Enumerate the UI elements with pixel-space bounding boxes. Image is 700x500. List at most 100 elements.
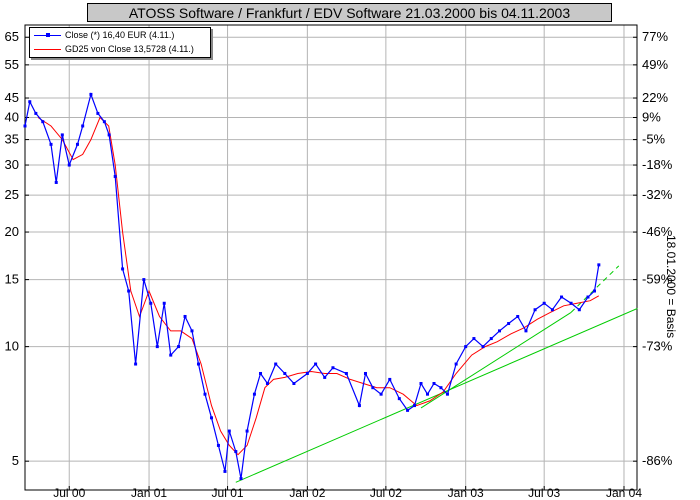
close-point <box>481 345 485 349</box>
close-point <box>134 362 138 366</box>
close-point <box>397 397 401 401</box>
close-point <box>245 429 249 433</box>
y-tick-label-left: 45 <box>5 90 19 105</box>
y-tick-label-right: -18% <box>642 157 673 172</box>
close-point <box>292 382 296 386</box>
close-point <box>227 429 231 433</box>
close-point <box>121 267 125 271</box>
close-point <box>210 416 214 420</box>
y-tick-label-left: 20 <box>5 224 19 239</box>
close-point <box>542 301 546 305</box>
close-point <box>489 337 493 341</box>
close-point <box>113 174 117 178</box>
y-tick-label-left: 10 <box>5 339 19 354</box>
close-point <box>323 375 327 379</box>
close-point <box>516 314 520 318</box>
close-point <box>524 329 528 333</box>
close-point <box>305 371 309 375</box>
y-tick-label-left: 40 <box>5 109 19 124</box>
close-point <box>177 345 181 349</box>
y-tick-label-right: -5% <box>642 132 666 147</box>
y-tick-label-left: 65 <box>5 29 19 44</box>
close-point <box>550 308 554 312</box>
legend-gd25-label: GD25 von Close 13,5728 (4.11.) <box>65 44 194 54</box>
close-point <box>23 124 27 128</box>
y-tick-label-right: 77% <box>642 29 668 44</box>
legend-close-label: Close (*) 16,40 EUR (4.11.) <box>65 30 175 40</box>
close-point <box>239 477 243 481</box>
close-point <box>314 362 318 366</box>
close-point <box>190 329 194 333</box>
close-point <box>412 404 416 408</box>
x-tick-label: Jul 02 <box>370 486 402 500</box>
close-point <box>41 120 45 124</box>
y-tick-label-right: -86% <box>642 453 673 468</box>
chart-title: ATOSS Software / Frankfurt / EDV Softwar… <box>87 3 612 22</box>
close-point <box>183 314 187 318</box>
y-tick-label-left: 5 <box>12 453 19 468</box>
y-tick-label-right: -59% <box>642 272 673 287</box>
close-point <box>533 308 537 312</box>
close-point <box>96 111 100 115</box>
close-point <box>274 362 278 366</box>
close-point <box>569 301 573 305</box>
close-point <box>127 289 131 293</box>
close-point <box>107 133 111 137</box>
close-point <box>439 386 443 390</box>
close-point <box>149 301 153 305</box>
close-point <box>223 469 227 473</box>
legend-item-close: Close (*) 16,40 EUR (4.11.) <box>30 28 210 42</box>
close-point <box>363 371 367 375</box>
x-tick-label: Jul 01 <box>212 486 244 500</box>
close-point <box>234 450 238 454</box>
close-point <box>252 392 256 396</box>
y-tick-label-left: 15 <box>5 272 19 287</box>
y-tick-label-left: 55 <box>5 57 19 72</box>
legend-item-gd25: GD25 von Close 13,5728 (4.11.) <box>30 42 210 56</box>
close-point <box>331 366 335 370</box>
y-axis-right: 77% 49% 22% 9% -5% -18% -32% -46% -59% -73% -86% <box>633 29 673 468</box>
close-point <box>498 329 502 333</box>
trend-line <box>420 311 572 409</box>
close-point <box>216 443 220 447</box>
x-tick-label: Jul 00 <box>53 486 85 500</box>
close-point <box>388 377 392 381</box>
close-point <box>75 142 79 146</box>
y-tick-label-right: 49% <box>642 57 668 72</box>
x-tick-label: Jan 02 <box>289 486 325 500</box>
close-point <box>196 362 200 366</box>
close-point <box>60 133 64 137</box>
close-point <box>577 308 581 312</box>
close-point <box>67 163 71 167</box>
close-point <box>597 263 601 267</box>
close-point <box>357 404 361 408</box>
right-axis-label: 18.01.2000 = Basis <box>664 235 678 339</box>
y-tick-label-right: -46% <box>642 224 673 239</box>
close-point <box>426 392 430 396</box>
close-point <box>454 362 458 366</box>
close-point <box>162 301 166 305</box>
y-tick-label-right: -73% <box>642 339 673 354</box>
close-point <box>283 371 287 375</box>
close-point <box>419 382 423 386</box>
y-tick-label-left: 25 <box>5 187 19 202</box>
gd25-line-swatch <box>34 49 61 50</box>
close-point <box>507 322 511 326</box>
close-point <box>472 337 476 341</box>
plot-area <box>24 24 638 491</box>
close-point <box>592 289 596 293</box>
close-point <box>155 345 159 349</box>
x-axis: Jul 00 Jan 01 Jul 01 Jan 02 Jul 02 Jan 03 Jul … <box>53 486 642 500</box>
close-line <box>24 92 600 479</box>
close-point <box>265 382 269 386</box>
x-tick-label: Jul 03 <box>528 486 560 500</box>
close-point <box>586 295 590 299</box>
close-point <box>371 386 375 390</box>
close-point <box>379 392 383 396</box>
y-tick-label-left: 30 <box>5 157 19 172</box>
close-point <box>89 92 93 96</box>
legend: Close (*) 16,40 EUR (4.11.) GD25 von Clo… <box>29 27 211 58</box>
x-tick-label: Jan 03 <box>448 486 484 500</box>
y-tick-label-right: 9% <box>642 109 661 124</box>
